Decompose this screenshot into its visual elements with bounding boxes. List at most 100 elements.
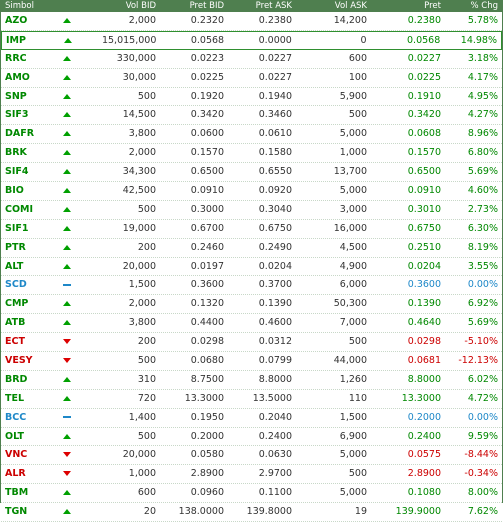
pct-chg-cell: 7.62% <box>467 506 498 518</box>
arrow-up-icon <box>63 131 71 137</box>
vol-ask-cell: 4,900 <box>339 260 367 272</box>
pret-bid-cell: 0.3000 <box>190 203 224 215</box>
arrow-up-icon <box>63 376 71 382</box>
arrow-up-icon <box>63 433 71 439</box>
trend-cell <box>53 69 81 87</box>
arrow-up-icon <box>63 490 71 496</box>
header-vol-ask[interactable]: Vol ASK <box>334 1 367 11</box>
pret-cell: 0.0608 <box>407 128 441 140</box>
pret-bid-cell: 2.8900 <box>190 468 224 480</box>
vol-ask-cell: 500 <box>348 336 367 348</box>
vol-bid-cell: 310 <box>137 373 156 385</box>
symbol-cell: VNC <box>5 449 28 461</box>
table-row[interactable]: SIF1 19,000 0.6700 0.6750 16,000 0.6750 6.30% <box>1 219 502 239</box>
table-row[interactable]: RRC 330,000 0.0223 0.0227 600 0.0227 3.18% <box>1 49 502 69</box>
arrow-up-icon <box>63 93 71 99</box>
vol-ask-cell: 7,000 <box>339 317 367 329</box>
table-row[interactable]: SIF4 34,300 0.6500 0.6550 13,700 0.6500 5.69% <box>1 163 502 183</box>
table-row[interactable]: PTR 200 0.2460 0.2490 4,500 0.2510 8.19% <box>1 238 502 258</box>
header-pret[interactable]: Pret <box>424 1 441 11</box>
table-row[interactable]: ECT 200 0.0298 0.0312 500 0.0298 -5.10% <box>1 333 502 353</box>
vol-bid-cell: 2,000 <box>128 15 156 26</box>
trend-cell <box>54 32 82 49</box>
pct-chg-cell: -5.10% <box>464 336 498 348</box>
trend-cell <box>53 106 81 124</box>
trend-cell <box>53 239 81 257</box>
pret-ask-cell: 0.6750 <box>258 222 292 234</box>
table-row[interactable]: VESY 500 0.0680 0.0799 44,000 0.0681 -12.13% <box>1 352 502 371</box>
table-row[interactable]: BRD 310 8.7500 8.8000 1,260 8.8000 6.02% <box>1 370 502 390</box>
pret-cell: 0.1390 <box>407 298 441 310</box>
symbol-cell: BIO <box>5 185 24 197</box>
pret-ask-cell: 0.1390 <box>258 298 292 310</box>
vol-bid-cell: 1,400 <box>128 411 156 423</box>
pret-bid-cell: 0.0298 <box>190 336 224 348</box>
arrow-down-icon <box>63 471 71 477</box>
pret-ask-cell: 0.3460 <box>258 109 292 121</box>
table-row[interactable]: BCC 1,400 0.1950 0.2040 1,500 0.2000 0.00% <box>1 408 502 428</box>
pret-cell: 2.8900 <box>407 468 441 480</box>
pret-ask-cell: 0.6550 <box>258 166 292 178</box>
vol-ask-cell: 600 <box>348 52 367 64</box>
header-symbol[interactable]: Simbol <box>5 1 34 11</box>
pret-cell: 0.6500 <box>407 166 441 178</box>
pret-cell: 0.0227 <box>407 52 441 64</box>
vol-bid-cell: 20 <box>143 506 156 518</box>
table-row[interactable]: ALT 20,000 0.0197 0.0204 4,900 0.0204 3.55% <box>1 257 502 277</box>
vol-ask-cell: 19 <box>354 506 367 518</box>
vol-bid-cell: 42,500 <box>122 185 156 197</box>
table-row[interactable]: ATB 3,800 0.4400 0.4600 7,000 0.4640 5.69% <box>1 314 502 334</box>
pret-cell: 0.3010 <box>407 203 441 215</box>
pret-ask-cell: 0.0227 <box>258 71 292 83</box>
symbol-cell: DAFR <box>5 128 35 140</box>
table-row[interactable]: TBM 600 0.0960 0.1100 5,000 0.1080 8.00% <box>1 484 502 504</box>
arrow-up-icon <box>63 188 71 194</box>
table-row[interactable]: DAFR 3,800 0.0600 0.0610 5,000 0.0608 8.96% <box>1 125 502 145</box>
vol-ask-cell: 5,900 <box>339 90 367 102</box>
pret-cell: 0.2400 <box>407 430 441 442</box>
symbol-cell: ALR <box>5 468 26 480</box>
table-row[interactable]: AZO 2,000 0.2320 0.2380 14,200 0.2380 5.78% <box>1 12 502 31</box>
table-row[interactable]: SNP 500 0.1920 0.1940 5,900 0.1910 4.95% <box>1 87 502 107</box>
pret-cell: 13.3000 <box>401 392 441 404</box>
trend-cell <box>53 220 81 238</box>
header-pret-bid[interactable]: Pret BID <box>189 1 224 11</box>
table-row[interactable]: AMO 30,000 0.0225 0.0227 100 0.0225 4.17% <box>1 68 502 88</box>
trend-cell <box>53 88 81 106</box>
pret-ask-cell: 8.8000 <box>258 373 292 385</box>
trend-cell <box>53 390 81 408</box>
table-row[interactable]: IMP 15,015,000 0.0568 0.0000 0 0.0568 14.98% <box>1 30 502 50</box>
trend-cell <box>53 295 81 313</box>
vol-ask-cell: 13,700 <box>333 166 367 178</box>
symbol-cell: SIF1 <box>5 222 29 234</box>
pct-chg-cell: 4.95% <box>467 90 498 102</box>
header-pret-ask[interactable]: Pret ASK <box>255 1 292 11</box>
table-row[interactable]: SIF3 14,500 0.3420 0.3460 500 0.3420 4.27% <box>1 106 502 126</box>
symbol-cell: SNP <box>5 90 27 102</box>
pret-cell: 0.0910 <box>407 185 441 197</box>
table-row[interactable]: TGN 20 138.0000 139.8000 19 139.9000 7.62% <box>1 503 502 522</box>
table-row[interactable]: SCD 1,500 0.3600 0.3700 6,000 0.3600 0.00% <box>1 276 502 296</box>
table-row[interactable]: BIO 42,500 0.0910 0.0920 5,000 0.0910 4.60% <box>1 182 502 201</box>
table-row[interactable]: OLT 500 0.2000 0.2400 6,900 0.2400 9.59% <box>1 427 502 447</box>
header-vol-bid[interactable]: Vol BID <box>125 1 156 11</box>
arrow-up-icon <box>63 225 71 231</box>
pret-cell: 0.0225 <box>407 71 441 83</box>
vol-bid-cell: 500 <box>137 430 156 442</box>
pret-bid-cell: 0.1570 <box>190 147 224 159</box>
table-row[interactable]: ALR 1,000 2.8900 2.9700 500 2.8900 -0.34% <box>1 465 502 485</box>
table-row[interactable]: TEL 720 13.3000 13.5000 110 13.3000 4.72% <box>1 389 502 409</box>
table-row[interactable]: VNC 20,000 0.0580 0.0630 5,000 0.0575 -8.44% <box>1 446 502 466</box>
header-pct-chg[interactable]: % Chg <box>470 1 499 11</box>
table-row[interactable]: BRK 2,000 0.1570 0.1580 1,000 0.1570 6.80% <box>1 144 502 164</box>
pret-cell: 139.9000 <box>395 506 441 518</box>
pret-bid-cell: 0.1920 <box>190 90 224 102</box>
trend-cell <box>53 50 81 68</box>
pret-bid-cell: 0.1950 <box>190 411 224 423</box>
pct-chg-cell: 3.18% <box>467 52 498 64</box>
table-row[interactable]: COMI 500 0.3000 0.3040 3,000 0.3010 2.73% <box>1 200 502 220</box>
pct-chg-cell: 5.78% <box>467 15 498 26</box>
table-row[interactable]: CMP 2,000 0.1320 0.1390 50,300 0.1390 6.92% <box>1 295 502 315</box>
trend-cell <box>53 201 81 219</box>
pret-bid-cell: 8.7500 <box>190 373 224 385</box>
